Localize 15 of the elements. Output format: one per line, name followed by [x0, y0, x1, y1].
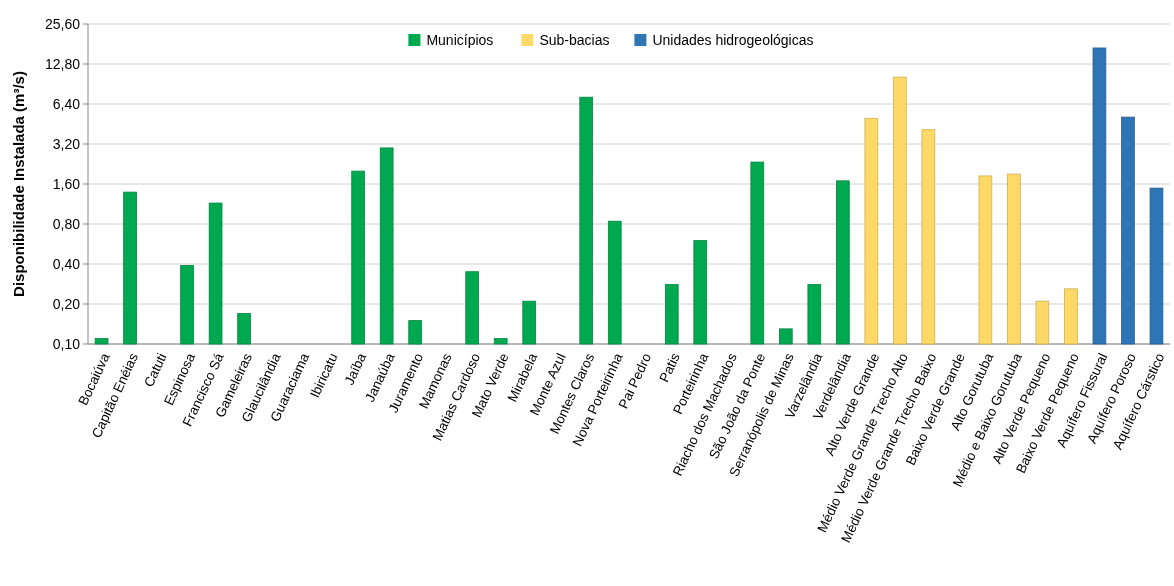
- legend-label: Sub-bacias: [539, 31, 610, 48]
- y-tick-label: 12,80: [44, 55, 81, 72]
- y-tick-label: 0,20: [52, 295, 81, 312]
- y-axis-title: Disponibilidade Instalada (m³/s): [10, 71, 27, 297]
- legend-label: Municípios: [426, 31, 494, 48]
- y-tick-label: 0,80: [52, 215, 81, 232]
- x-tick-label: Jaíba: [341, 350, 370, 388]
- legend-label: Unidades hidrogeológicas: [652, 31, 814, 48]
- x-tick-label: Catuti: [141, 350, 170, 390]
- y-tick-label: 6,40: [52, 95, 81, 112]
- y-tick-label: 0,10: [52, 335, 81, 352]
- y-tick-label: 3,20: [52, 135, 81, 152]
- y-tick-label: 1,60: [52, 175, 81, 192]
- y-tick-label: 0,40: [52, 255, 81, 272]
- y-tick-label: 25,60: [44, 15, 81, 32]
